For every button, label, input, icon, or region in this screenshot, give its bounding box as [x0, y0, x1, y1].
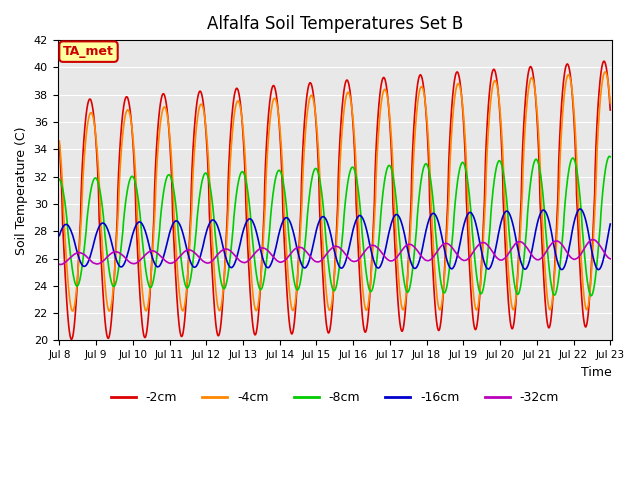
Line: -16cm: -16cm [60, 209, 611, 270]
-16cm [557, 266, 565, 272]
-8cm [351, 167, 358, 173]
-2cm [600, 58, 608, 64]
Text: TA_met: TA_met [63, 45, 114, 58]
-4cm [607, 100, 614, 106]
Line: -32cm: -32cm [60, 240, 611, 264]
Line: -8cm: -8cm [60, 156, 611, 296]
-8cm [557, 247, 565, 252]
-8cm [495, 158, 502, 164]
-2cm [67, 336, 75, 342]
Line: -4cm: -4cm [60, 72, 611, 311]
Legend: -2cm, -4cm, -8cm, -16cm, -32cm: -2cm, -4cm, -8cm, -16cm, -32cm [106, 386, 564, 409]
-16cm [495, 229, 502, 235]
-2cm [607, 107, 614, 113]
Y-axis label: Soil Temperature (C): Soil Temperature (C) [15, 126, 28, 254]
-32cm [209, 257, 217, 263]
-4cm [56, 138, 63, 144]
-2cm [495, 98, 503, 104]
-8cm [56, 177, 63, 182]
-32cm [56, 262, 63, 267]
-8cm [605, 154, 613, 159]
-2cm [56, 142, 63, 148]
-4cm [602, 69, 609, 75]
-32cm [495, 257, 503, 263]
-4cm [363, 307, 371, 313]
-2cm [351, 155, 358, 160]
-32cm [363, 246, 371, 252]
-2cm [363, 325, 371, 331]
-2cm [573, 203, 581, 209]
-4cm [495, 96, 503, 102]
-4cm [351, 140, 358, 146]
-32cm [57, 262, 65, 267]
-16cm [56, 233, 63, 239]
-8cm [209, 205, 217, 211]
-32cm [573, 255, 581, 261]
-2cm [558, 99, 566, 105]
-8cm [588, 293, 595, 299]
-16cm [573, 210, 580, 216]
X-axis label: Time: Time [581, 366, 612, 379]
-8cm [363, 273, 371, 278]
Line: -2cm: -2cm [60, 61, 611, 339]
-32cm [607, 256, 614, 262]
-16cm [595, 267, 602, 273]
-16cm [363, 227, 371, 233]
-32cm [589, 237, 596, 242]
Title: Alfalfa Soil Temperatures Set B: Alfalfa Soil Temperatures Set B [207, 15, 463, 33]
-4cm [209, 252, 217, 258]
-16cm [607, 221, 614, 227]
-4cm [68, 308, 76, 314]
-8cm [573, 168, 580, 173]
-32cm [558, 241, 566, 247]
-8cm [607, 154, 614, 160]
-4cm [573, 166, 581, 172]
-16cm [209, 217, 217, 223]
-4cm [558, 124, 566, 130]
-16cm [576, 206, 584, 212]
-2cm [209, 287, 217, 293]
-16cm [351, 222, 358, 228]
-32cm [351, 259, 358, 264]
